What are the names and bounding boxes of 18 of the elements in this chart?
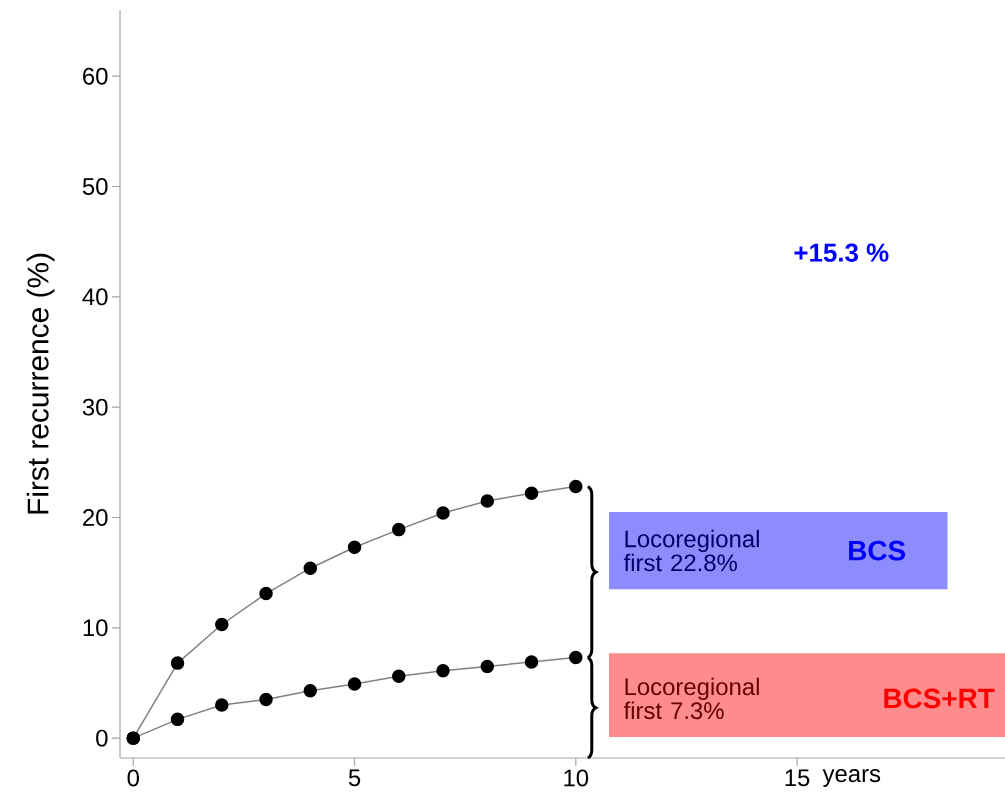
y-tick-label: 40 [82,288,108,306]
y-tick-label: 30 [82,398,108,416]
y-tick-label: 50 [82,178,108,195]
y-tick-label: 10 [83,619,108,637]
x-tick-label: 0 [127,769,139,787]
annotation: Locoregional first 22.8% [623,529,759,572]
x-axis-title: years [822,769,881,787]
y-axis-title: First recurrence (%) [26,253,55,514]
y-tick-label: 60 [83,67,108,85]
x-tick-label: 5 [348,769,361,787]
x-tick-label: 10 [564,769,589,787]
y-tick-label: 0 [96,729,108,747]
text: BCS [849,540,906,561]
annotation: Locoregional first 7.3% [623,677,759,720]
y-tick-label: 20 [83,509,108,526]
x-tick-label: 15 [785,769,810,787]
annotation: +15.3 % [794,243,889,262]
text: BCS+RT [884,688,995,709]
